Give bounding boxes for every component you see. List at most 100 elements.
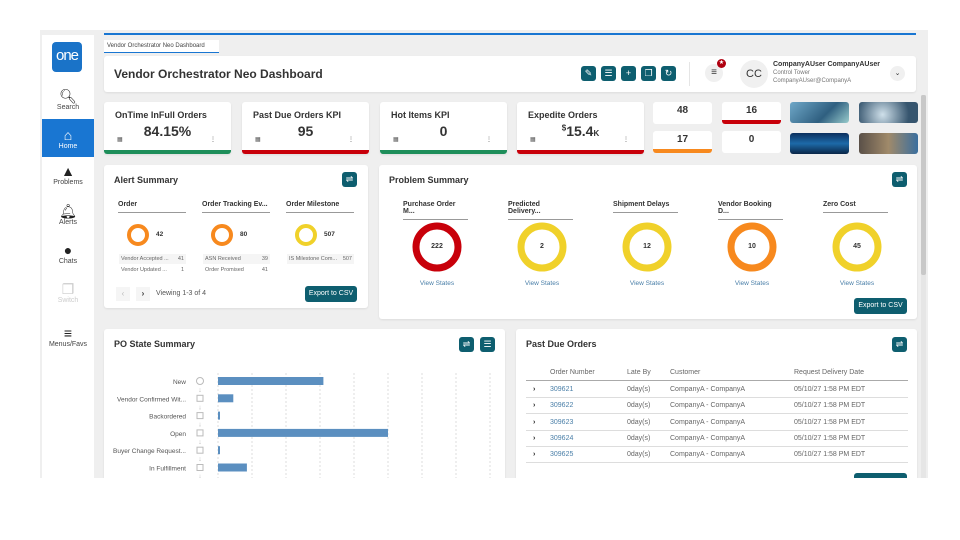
logo[interactable]: one [52, 42, 82, 72]
bar [218, 463, 247, 472]
donut-chart[interactable] [209, 222, 235, 248]
image-tile-globe[interactable] [790, 133, 849, 154]
table-row[interactable]: › 309621 0day(s) CompanyA - CompanyA 05/10/2… [526, 382, 908, 398]
filter-settings-icon[interactable]: ⇌ [459, 337, 474, 352]
favorites-menu-icon[interactable]: ≡ [705, 64, 723, 82]
more-icon[interactable]: ⋮ [348, 137, 354, 143]
donut-chart[interactable] [619, 219, 675, 275]
alert-row[interactable]: Vendor Accepted ... 41 [119, 254, 186, 264]
sidebar-item-alerts[interactable]: 🔔︎ Alerts [42, 203, 94, 226]
count-tile[interactable]: 48 [653, 102, 712, 124]
filter-settings-icon[interactable]: ⇌ [342, 172, 357, 187]
alert-column-header: Order [118, 201, 186, 213]
kpi-card[interactable]: OnTime InFull Orders 84.15% ▦ ⋮ [104, 102, 231, 154]
view-states-link[interactable]: View States [419, 280, 455, 287]
expand-chevron-icon[interactable]: › [533, 418, 536, 426]
sidebar-item-menus-favs[interactable]: ≡ Menus/Favs [42, 325, 94, 348]
table-row[interactable]: › 309625 0day(s) CompanyA - CompanyA 05/10/2… [526, 447, 908, 464]
sidebar-item-problems[interactable]: ▲ Problems [42, 163, 94, 186]
sidebar-item-search[interactable]: 🔍︎ Search [42, 88, 94, 111]
expand-chevron-icon[interactable]: › [533, 434, 536, 442]
bell-icon: 🔔︎ [59, 203, 77, 219]
arrow-down-icon: ↓ [198, 474, 202, 479]
donut-chart[interactable] [125, 222, 151, 248]
avatar[interactable]: CC [740, 60, 768, 88]
sidebar-item-home[interactable]: ⌂ Home [42, 119, 94, 157]
refresh-button[interactable]: ↻ [661, 66, 676, 81]
top-accent-line [104, 33, 916, 35]
expand-chevron-icon[interactable]: › [533, 386, 536, 393]
expand-chevron-icon[interactable]: › [533, 402, 536, 410]
sidebar-item-chats[interactable]: ● Chats [42, 242, 94, 265]
header-bar: Vendor Orchestrator Neo Dashboard ✎ ☰ + … [104, 56, 916, 92]
kpi-card[interactable]: Past Due Orders KPI 95 ▦ ⋮ [242, 102, 369, 154]
image-tile-radar[interactable] [859, 102, 918, 123]
more-icon[interactable]: ⋮ [210, 137, 216, 143]
count-tile[interactable]: 17 [653, 131, 712, 153]
sidebar-item-label: Switch [57, 297, 79, 304]
order-number-link[interactable]: 309622 [550, 402, 574, 410]
bar [218, 446, 220, 455]
status-bar [104, 150, 231, 154]
alert-row[interactable]: Order Promised 41 [203, 265, 270, 275]
view-states-link[interactable]: View States [629, 280, 665, 287]
tab-dashboard[interactable]: Vendor Orchestrator Neo Dashboard [104, 40, 219, 53]
more-icon[interactable]: ⋮ [623, 137, 629, 143]
order-number-link[interactable]: 309623 [550, 418, 574, 426]
donut-chart[interactable] [409, 219, 465, 275]
order-number-link[interactable]: 309625 [550, 451, 574, 459]
col-customer[interactable]: Customer [670, 369, 701, 376]
donut-chart[interactable] [724, 219, 780, 275]
col-request-delivery-date[interactable]: Request Delivery Date [794, 369, 865, 376]
edit-button[interactable]: ✎ [581, 66, 596, 81]
kpi-card[interactable]: Expedite Orders $15.4K ▦ ⋮ [517, 102, 644, 154]
export-csv-button[interactable]: Export to CSV [305, 286, 357, 302]
list-button[interactable]: ☰ [601, 66, 616, 81]
grid-icon[interactable]: ▦ [255, 137, 261, 143]
list-view-button[interactable]: ☰ [480, 337, 495, 352]
donut-chart[interactable] [829, 219, 885, 275]
donut-chart[interactable] [293, 222, 319, 248]
prev-page-button[interactable]: ‹ [116, 287, 130, 301]
grid-icon[interactable]: ▦ [117, 137, 123, 143]
alert-column-header: Order Milestone [286, 201, 354, 213]
add-button[interactable]: + [621, 66, 636, 81]
count-tile[interactable]: 0 [722, 131, 781, 153]
scrollbar[interactable] [921, 95, 926, 478]
count-tile[interactable]: 16 [722, 102, 781, 124]
table-row[interactable]: › 309623 0day(s) CompanyA - CompanyA 05/10/2… [526, 415, 908, 431]
view-states-link[interactable]: View States [734, 280, 770, 287]
donut-chart[interactable] [514, 219, 570, 275]
image-tile-network[interactable] [790, 102, 849, 123]
chevron-down-icon[interactable]: ⌄ [890, 66, 905, 81]
alert-row[interactable]: IS Milestone Com... 507 [287, 254, 354, 264]
alert-total: 80 [240, 231, 248, 238]
filter-settings-icon[interactable]: ⇌ [892, 337, 907, 352]
alert-row[interactable]: Vendor Updated ... 1 [119, 265, 186, 275]
alert-row[interactable]: ASN Received 39 [203, 254, 270, 264]
view-states-link[interactable]: View States [524, 280, 560, 287]
order-number-link[interactable]: 309621 [550, 386, 574, 393]
grid-icon[interactable]: ▦ [530, 137, 536, 143]
past-due-orders-card: Past Due Orders ⇌ Order Number Late By C… [516, 329, 917, 478]
grid-icon[interactable]: ▦ [393, 137, 399, 143]
export-csv-button[interactable]: Export to CSV [854, 298, 907, 314]
table-row[interactable]: › 309622 0day(s) CompanyA - CompanyA 05/10/2… [526, 398, 908, 415]
col-late-by[interactable]: Late By [627, 369, 651, 376]
order-number-link[interactable]: 309624 [550, 434, 574, 442]
table-row[interactable]: › 309624 0day(s) CompanyA - CompanyA 05/10/2… [526, 431, 908, 447]
copy-button[interactable]: ❐ [641, 66, 656, 81]
filter-settings-icon[interactable]: ⇌ [892, 172, 907, 187]
card-title: Alert Summary [114, 175, 179, 185]
expand-chevron-icon[interactable]: › [533, 451, 536, 459]
image-tile-warehouse[interactable] [859, 133, 918, 154]
bar [218, 411, 220, 420]
kpi-card[interactable]: Hot Items KPI 0 ▦ ⋮ [380, 102, 507, 154]
more-icon[interactable]: ⋮ [486, 137, 492, 143]
next-page-button[interactable]: › [136, 287, 150, 301]
problem-count: 45 [853, 243, 861, 250]
export-csv-button[interactable] [854, 473, 907, 478]
kpi-label: Expedite Orders [528, 110, 598, 120]
view-states-link[interactable]: View States [839, 280, 875, 287]
col-order-number[interactable]: Order Number [550, 369, 595, 376]
